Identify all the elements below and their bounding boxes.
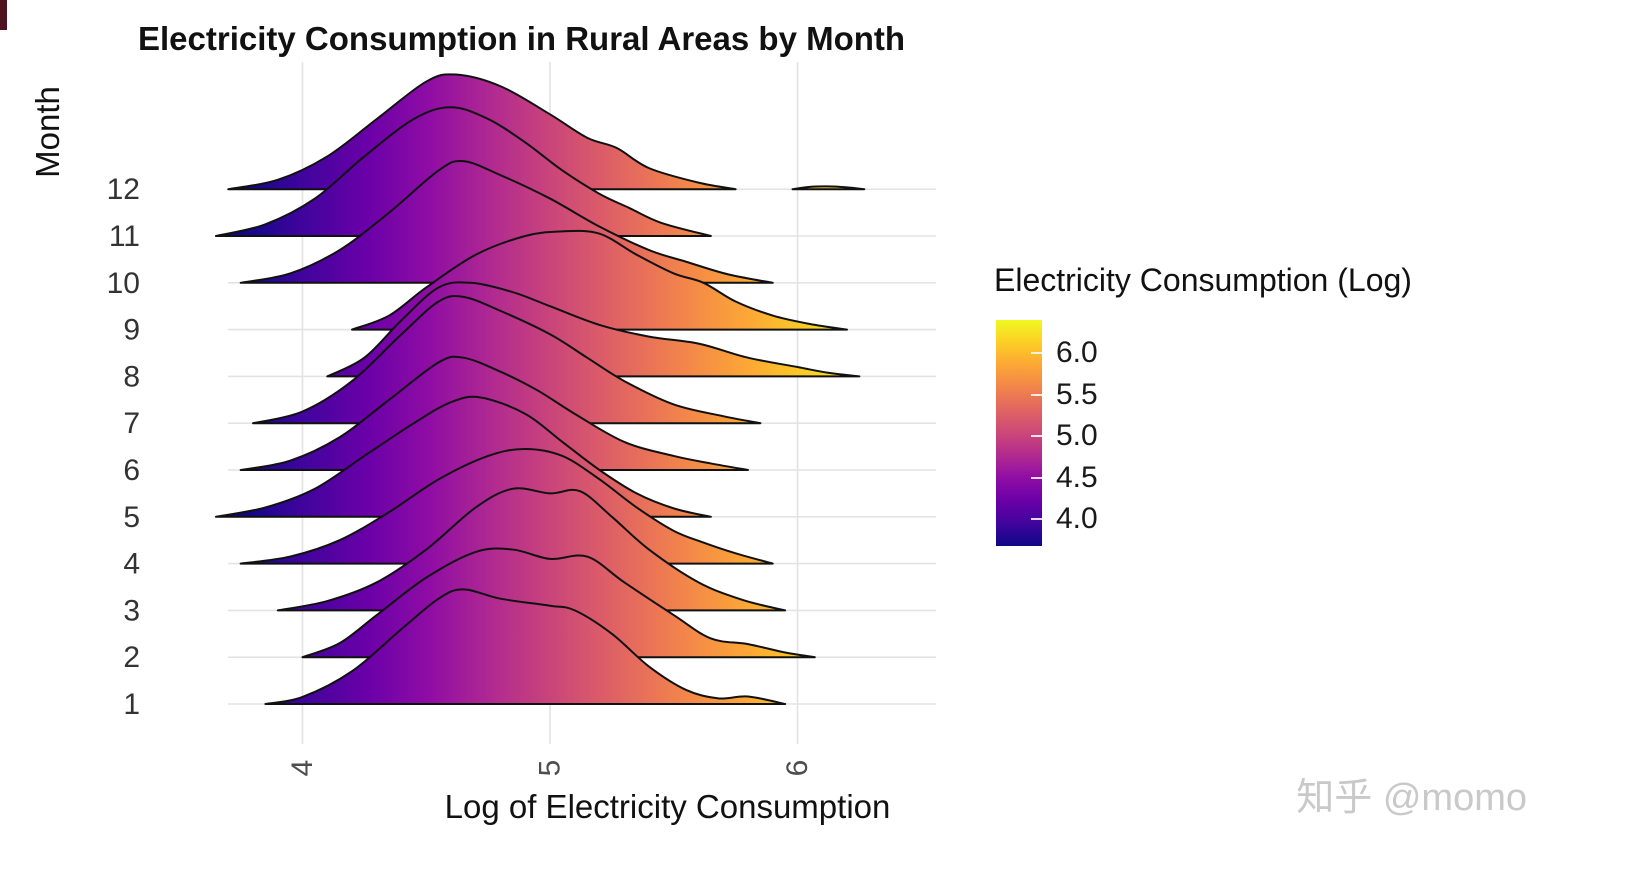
x-tick-label-4: 4 [286,760,319,777]
y-tick-label-4: 4 [123,548,140,581]
x-tick-label-5: 5 [534,760,567,777]
y-tick-label-1: 1 [123,688,140,721]
legend-tick-mark [1031,352,1042,355]
ridge-month-1 [264,588,787,705]
y-tick-label-8: 8 [123,360,140,393]
y-tick-label-10: 10 [107,267,140,300]
legend-tick-mark [1031,476,1042,479]
y-tick-label-2: 2 [123,641,140,674]
legend-colorbar-gradient [996,320,1042,546]
chart-title: Electricity Consumption in Rural Areas b… [138,20,906,57]
y-tick-label-3: 3 [123,594,140,627]
legend-tick-label-5.5: 5.5 [1056,377,1098,411]
ridge-month-10 [239,159,774,284]
x-axis-title: Log of Electricity Consumption [444,788,891,825]
legend-tick-label-4.0: 4.0 [1056,502,1098,536]
y-tick-label-6: 6 [123,454,140,487]
y-tick-label-5: 5 [123,501,140,534]
legend-tick-mark [1031,518,1042,521]
legend-tick-mark [1031,435,1042,438]
y-tick-label-11: 11 [109,220,140,253]
legend-tick-label-6.0: 6.0 [1056,336,1098,370]
y-tick-label-7: 7 [123,407,140,440]
y-tick-label-9: 9 [123,314,140,347]
screen-edge-artifact [0,0,7,30]
ridge-month-7 [252,294,762,425]
legend-tick-mark [1031,393,1042,396]
watermark: 知乎 @momo [1296,777,1527,819]
y-tick-label-12: 12 [107,173,140,206]
x-tick-label-6: 6 [781,760,814,777]
ridge-month-3 [276,487,787,612]
legend-tick-labels: 6.0 5.5 5.0 4.5 4.0 [994,262,1574,582]
legend-tick-label-4.5: 4.5 [1056,460,1098,494]
legend-title: Electricity Consumption (Log) [994,262,1412,298]
legend: Electricity Consumption (Log) 6.0 5.5 5.0 4… [994,262,1574,582]
ridge-month-12 [791,185,866,191]
legend-tick-label-5.0: 5.0 [1056,419,1098,453]
legend-colorbar [996,320,1042,546]
